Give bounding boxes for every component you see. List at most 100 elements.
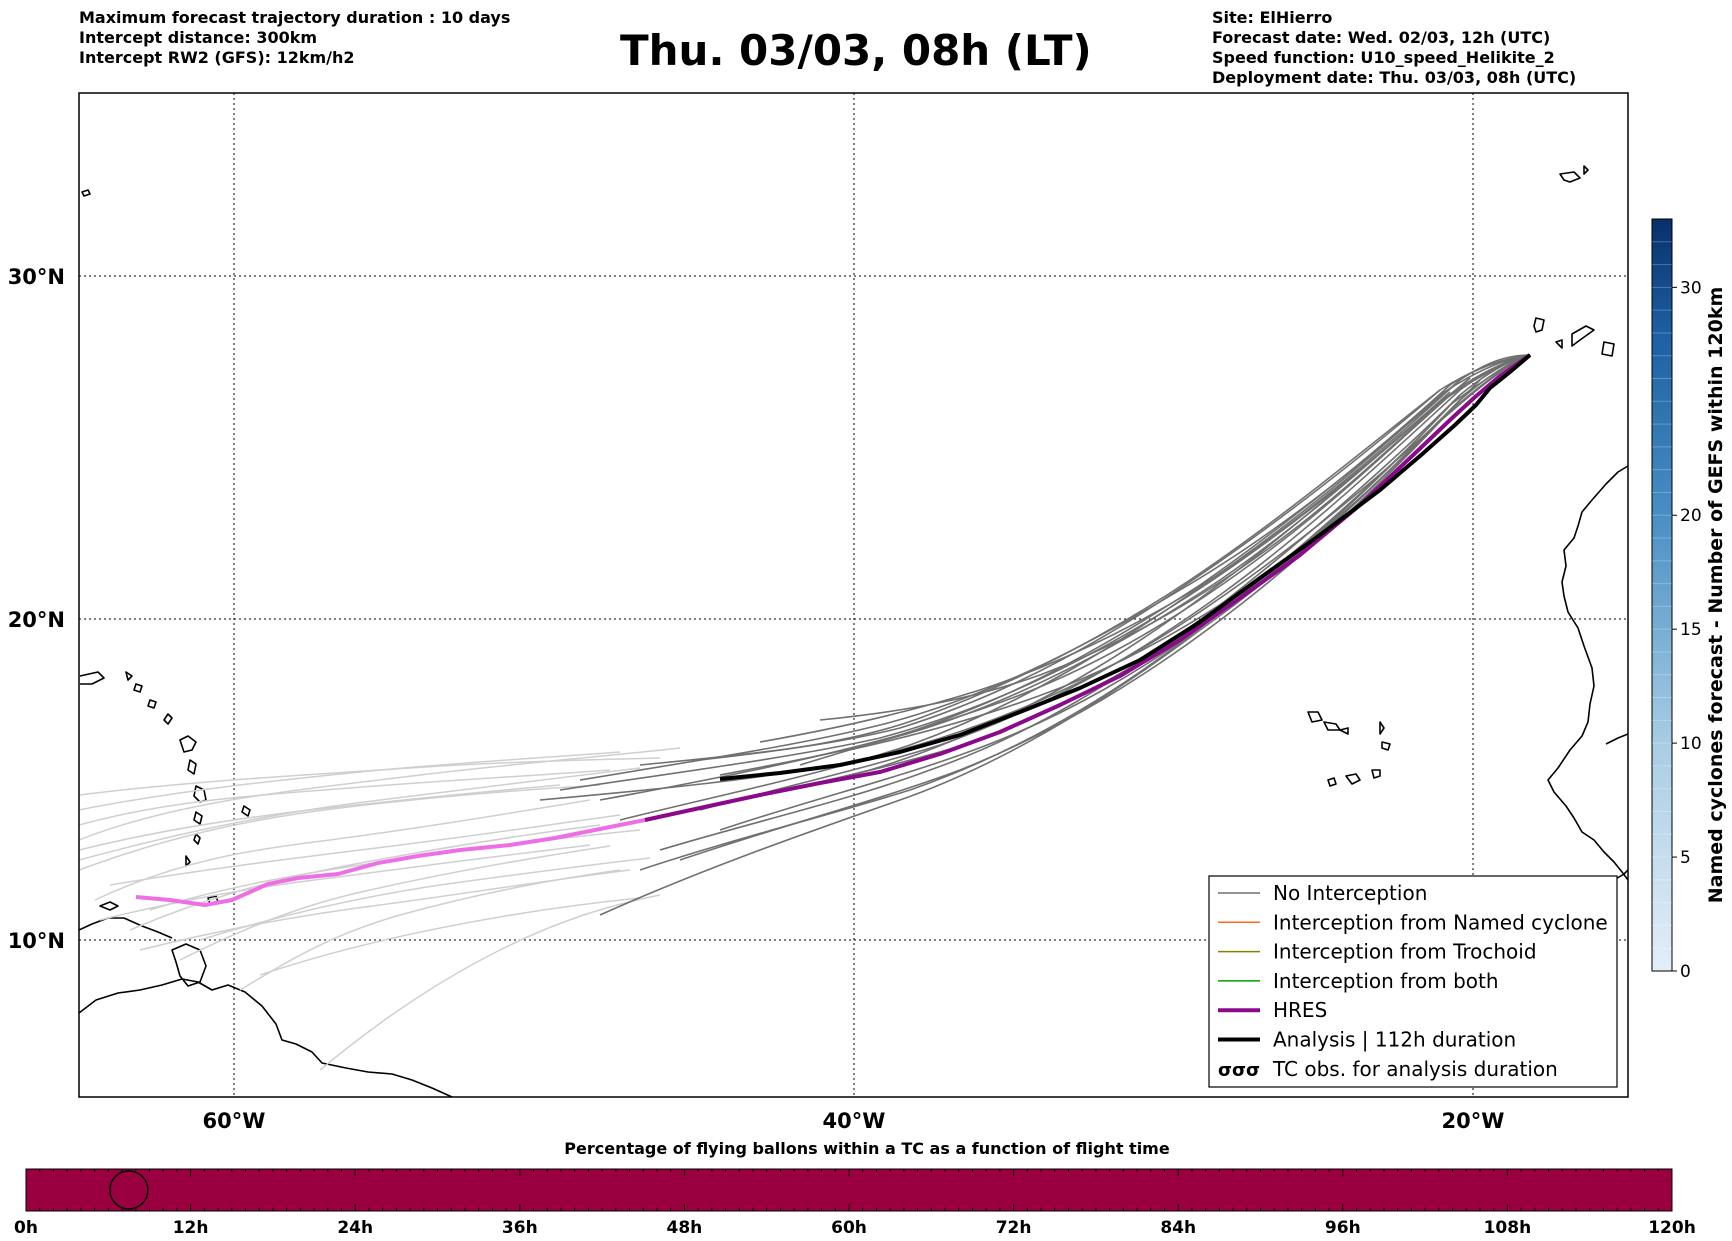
canary-tenerife [1571, 325, 1595, 347]
africa-coast [1547, 465, 1628, 881]
map-frame [78, 92, 1629, 1098]
trajectory-gefs [839, 379, 1481, 753]
trajectory-early [139, 869, 631, 951]
legend-label: HRES [1273, 998, 1327, 1022]
cape-verde-2 [1323, 721, 1341, 731]
header-speed-function: Speed function: U10_speed_Helikite_2 [1212, 48, 1555, 67]
timeline-label: 48h [667, 1218, 703, 1238]
lat-label-20n: 20°N [8, 608, 65, 632]
cape-verde-1 [1307, 711, 1323, 723]
canary-la-palma [1555, 339, 1563, 349]
cape-verde-7 [1345, 773, 1361, 785]
coastlines [79, 165, 1628, 1097]
cape-verde-5 [1381, 741, 1391, 751]
timeline-label: 24h [337, 1218, 373, 1238]
trajectory-early [199, 857, 651, 941]
trajectory-gefs [719, 391, 1451, 776]
lat-axis-labels: 30°N 20°N 10°N [8, 265, 65, 953]
trajectory-gefs [599, 354, 1531, 831]
trajectory-gefs [719, 394, 1461, 831]
legend-box [1208, 875, 1618, 1088]
madeira [1559, 171, 1581, 183]
legend-item: No Interception [1218, 881, 1427, 905]
trajectory-gefs [539, 354, 1531, 801]
lon-label-60w: 60°W [203, 1109, 266, 1133]
trajectories-early [79, 747, 681, 1071]
st-lucia [193, 811, 203, 825]
tc-symbol-icon: σσσ [1218, 1060, 1260, 1081]
trajectory-early [99, 844, 591, 921]
legend-label: Interception from Named cyclone [1273, 910, 1608, 934]
caribbean-isle-1 [125, 671, 133, 681]
colorbar-tick-label: 10 [1680, 734, 1702, 754]
lon-axis-labels: 60°W 40°W 20°W [203, 1109, 1505, 1133]
st-vincent [193, 833, 201, 845]
trajectory-gefs [639, 354, 1531, 766]
legend-label: TC obs. for analysis duration [1272, 1057, 1558, 1081]
lat-label-10n: 10°N [8, 929, 65, 953]
analysis-trajectory [719, 353, 1532, 781]
canary-el-hierro [1533, 317, 1545, 333]
dominica [187, 759, 197, 775]
timeline-label: 12h [173, 1218, 209, 1238]
trajectory-gefs [699, 354, 1531, 811]
timeline-label: 84h [1160, 1218, 1196, 1238]
colorbar-gradient [1651, 218, 1673, 972]
timeline-title: Percentage of flying ballons within a TC… [564, 1139, 1170, 1158]
page-title: Thu. 03/03, 08h (LT) [620, 26, 1092, 75]
legend-item: Analysis | 112h duration [1218, 1028, 1516, 1052]
legend-item: Interception from Trochoid [1218, 940, 1537, 964]
trajectory-early [109, 814, 621, 886]
legend-label: Analysis | 112h duration [1273, 1028, 1516, 1052]
trajectory-early [79, 767, 641, 861]
caribbean-isle-2 [133, 683, 143, 693]
puerto-rico [79, 671, 105, 685]
trajectory-gefs [799, 377, 1471, 766]
legend-label: No Interception [1273, 881, 1427, 905]
header-deployment-date: Deployment date: Thu. 03/03, 08h (UTC) [1212, 68, 1577, 87]
cape-verde-8 [1371, 769, 1381, 779]
timeline-label: 108h [1484, 1218, 1532, 1238]
trajectory-early [79, 784, 601, 871]
cape-verde-3 [1339, 727, 1349, 735]
header-intercept-rw2: Intercept RW2 (GFS): 12km/h2 [79, 48, 355, 67]
header-forecast-date: Forecast date: Wed. 02/03, 12h (UTC) [1212, 28, 1551, 47]
header-info-left: Maximum forecast trajectory duration : 1… [79, 8, 510, 68]
header-info-right: Site: ElHierro Forecast date: Wed. 02/03… [1212, 8, 1576, 88]
trajectories-no-interception [539, 354, 1531, 916]
trajectory-gefs [819, 377, 1471, 721]
trajectory-gefs [559, 354, 1531, 791]
legend: No Interception Interception from Named c… [1208, 875, 1618, 1088]
guadeloupe [179, 735, 197, 753]
legend-item: Interception from Named cyclone [1218, 910, 1608, 934]
cape-verde-6 [1327, 777, 1337, 787]
trajectory-gefs [699, 389, 1441, 761]
colorbar-tick-label: 5 [1680, 848, 1691, 868]
trajectory-gefs [579, 354, 1531, 781]
trajectory-early [79, 747, 681, 841]
madeira-2 [1583, 165, 1589, 175]
caribbean-isle-4 [163, 713, 173, 725]
trinidad-coast [171, 943, 207, 987]
header-site: Site: ElHierro [1212, 8, 1333, 27]
venezuela-coast [79, 917, 173, 939]
africa-coast-detail-1 [1605, 733, 1628, 745]
timeline-label: 36h [502, 1218, 538, 1238]
timeline-label: 0h [14, 1218, 38, 1238]
timeline-label: 60h [831, 1218, 867, 1238]
colorbar-tick-label: 30 [1680, 278, 1702, 298]
lat-label-30n: 30°N [8, 265, 65, 289]
canary-gran-canaria [1601, 341, 1615, 357]
colorbar-label: Named cyclones forecast - Number of GEFS… [1705, 287, 1727, 904]
south-america-coast [79, 978, 453, 1097]
lon-label-20w: 20°W [1442, 1109, 1505, 1133]
hres-trajectory-early [135, 818, 646, 907]
header-intercept-distance: Intercept distance: 300km [79, 28, 318, 47]
caribbean-isle-3 [147, 699, 157, 709]
timeline-label: 72h [996, 1218, 1032, 1238]
timeline-marker [109, 1170, 149, 1210]
legend-label: Interception from Trochoid [1273, 940, 1537, 964]
trajectory-early [79, 769, 611, 826]
timeline-label: 120h [1648, 1218, 1696, 1238]
